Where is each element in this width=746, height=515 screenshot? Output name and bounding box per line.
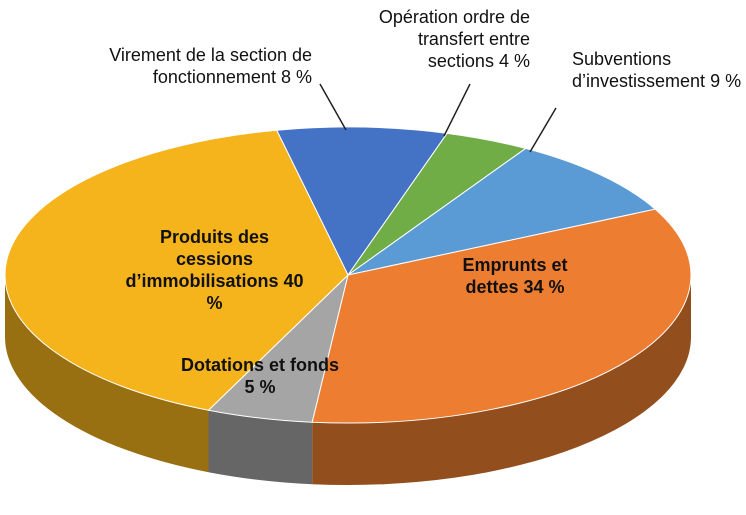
slice-label: Produits des cessions d’immobilisations … <box>122 226 307 314</box>
leader-line <box>529 107 557 153</box>
category-label: Opération ordre de transfert entre secti… <box>378 7 530 71</box>
slice <box>311 208 692 424</box>
slice <box>275 126 449 276</box>
slice-label: Opération ordre de transfert entre secti… <box>350 6 530 72</box>
slice-side <box>312 275 692 485</box>
slice-side <box>208 410 313 485</box>
slice-label: Subventions d’investissement 9 % <box>572 48 742 92</box>
slice-label: Virement de la section de fonctionnement… <box>62 44 312 88</box>
leader-lines <box>319 83 557 153</box>
value-label: 9 % <box>710 71 742 91</box>
slice <box>347 147 657 276</box>
pie-sides <box>5 275 692 485</box>
value-label: 40 % <box>206 271 304 313</box>
leader-line <box>319 83 347 131</box>
value-label: 34 % <box>523 277 565 297</box>
category-label: Dotations et fonds <box>181 355 339 375</box>
leader-line <box>443 83 471 137</box>
slice-label: Emprunts et dettes 34 % <box>440 254 590 298</box>
category-label: Subventions d’investissement <box>572 49 706 91</box>
slice-label: Dotations et fonds 5 % <box>180 354 340 398</box>
slice-side <box>5 275 209 473</box>
value-label: 8 % <box>280 67 312 87</box>
category-label: Emprunts et dettes <box>462 255 568 297</box>
pie-tops <box>4 126 692 424</box>
category-label: Virement de la section de fonctionnement <box>109 45 312 87</box>
value-label: 4 % <box>498 51 530 71</box>
slice <box>4 129 349 411</box>
category-label: Produits des cessions d’immobilisations <box>125 227 279 291</box>
value-label: 5 % <box>244 377 276 397</box>
